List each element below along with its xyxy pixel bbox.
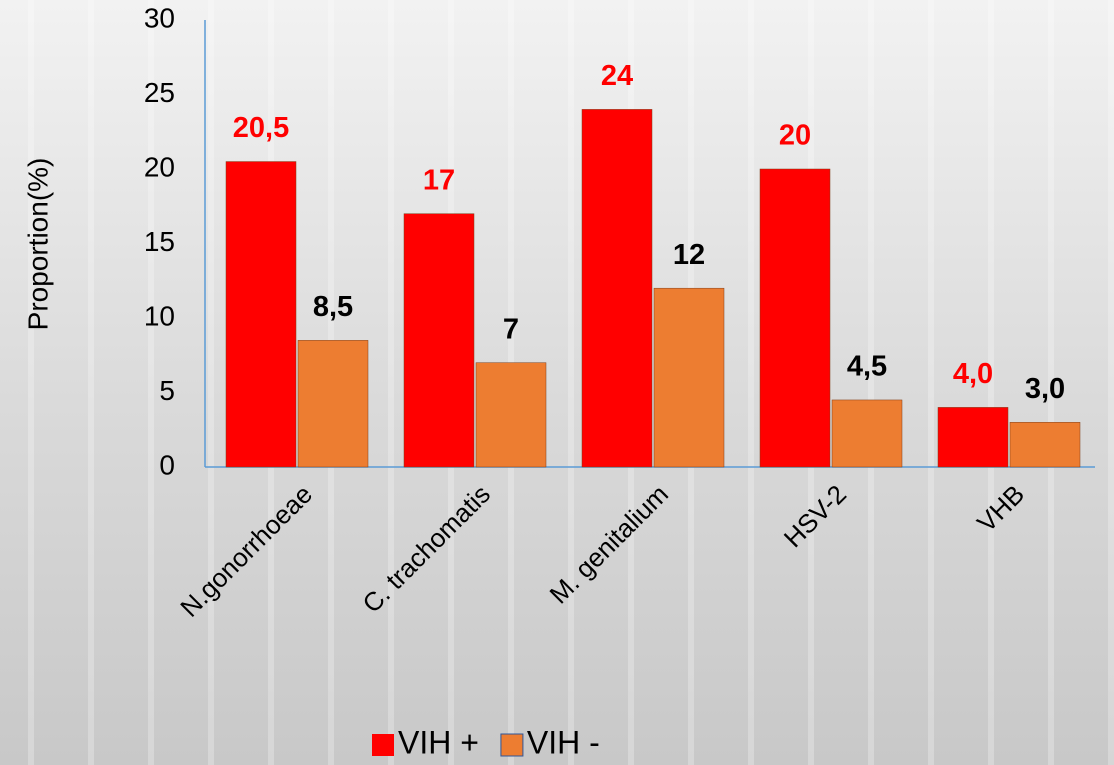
y-tick-label: 15 <box>144 226 175 257</box>
legend-label: VIH - <box>527 724 600 760</box>
bar <box>297 340 369 468</box>
data-label: 12 <box>673 239 705 271</box>
data-label: 8,5 <box>313 291 353 323</box>
legend-label: VIH + <box>398 724 479 760</box>
bar <box>475 362 547 468</box>
data-label: 20,5 <box>233 112 289 144</box>
data-label: 20 <box>779 120 811 152</box>
bar <box>403 213 475 468</box>
bar <box>831 399 903 468</box>
data-label: 17 <box>423 164 455 196</box>
y-tick-label: 25 <box>144 77 175 108</box>
y-tick-label: 5 <box>159 375 175 406</box>
bar <box>937 407 1009 468</box>
legend-swatch <box>500 733 524 757</box>
y-tick-label: 0 <box>159 449 175 480</box>
y-tick-label: 30 <box>144 2 175 33</box>
data-label: 4,0 <box>953 358 993 390</box>
bar <box>225 161 297 468</box>
data-label: 4,5 <box>847 351 887 383</box>
bar <box>1009 422 1081 468</box>
bar <box>759 168 831 468</box>
y-tick-label: 10 <box>144 300 175 331</box>
data-label: 7 <box>503 313 519 345</box>
bar <box>581 109 653 468</box>
data-label: 3,0 <box>1025 373 1065 405</box>
y-tick-label: 20 <box>144 151 175 182</box>
y-axis-label: Proportion(%) <box>22 158 53 331</box>
data-label: 24 <box>601 60 633 92</box>
legend-swatch <box>372 734 394 756</box>
bar <box>653 287 725 468</box>
